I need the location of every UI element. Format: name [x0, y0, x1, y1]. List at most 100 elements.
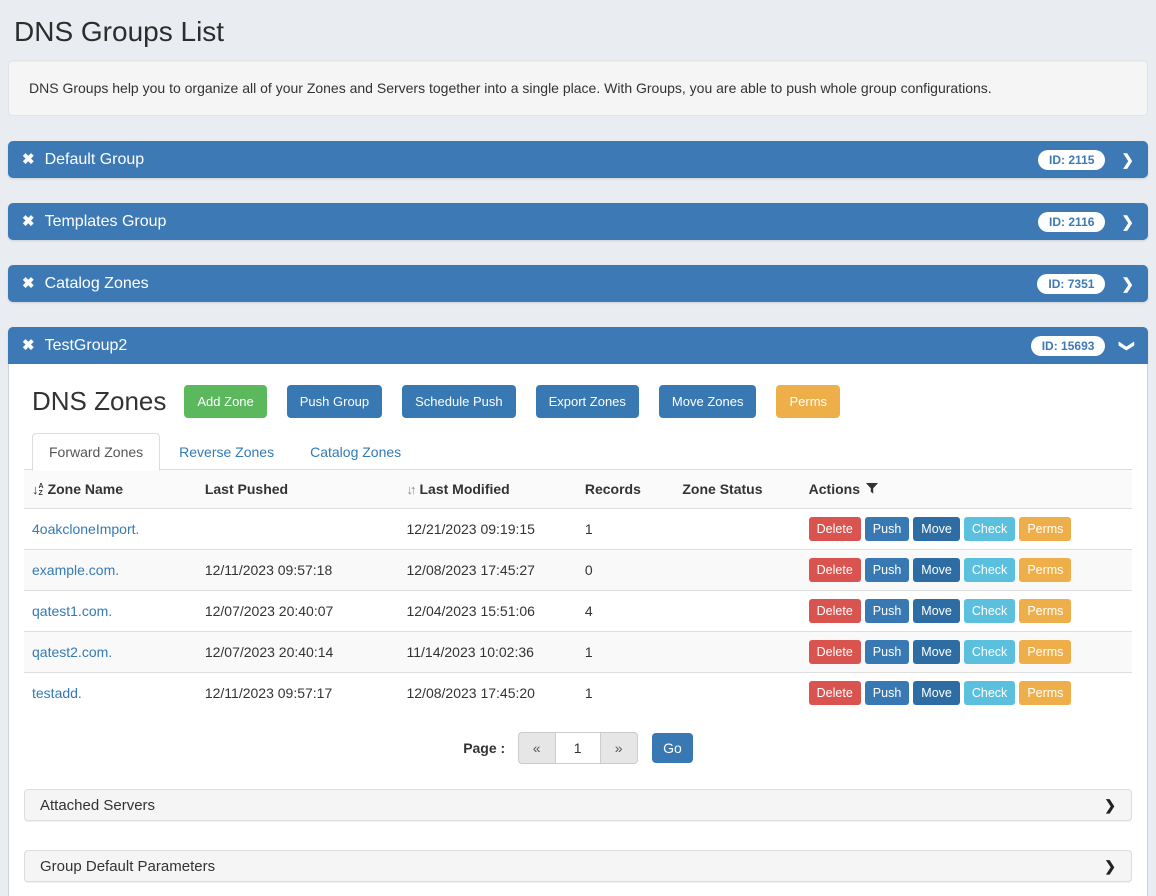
go-button[interactable]: Go [652, 733, 693, 763]
chevron-right-icon[interactable]: ❯ [1121, 151, 1134, 169]
cell-last-modified: 12/04/2023 15:51:06 [398, 590, 577, 632]
action-push-button[interactable]: Push [864, 599, 910, 623]
chevron-down-icon[interactable]: ❯ [1118, 339, 1136, 352]
column-header-actions[interactable]: Actions [800, 470, 1132, 509]
action-check-button[interactable]: Check [963, 558, 1016, 582]
column-header-records: Records [576, 470, 675, 509]
cell-last-modified: 12/08/2023 17:45:27 [398, 549, 577, 591]
action-move-button[interactable]: Move [913, 558, 960, 582]
group-title: Catalog Zones [44, 274, 149, 292]
action-delete-button[interactable]: Delete [808, 640, 861, 664]
action-delete-button[interactable]: Delete [808, 681, 861, 705]
action-delete-button[interactable]: Delete [808, 599, 861, 623]
action-move-button[interactable]: Move [913, 599, 960, 623]
group-header[interactable]: ✖ Default Group ID: 2115 ❯ [8, 141, 1148, 178]
zones-table: ↓ A Z Zone Name Last Pushed ↓↑ Last Modified Re… [24, 470, 1132, 713]
action-push-button[interactable]: Push [864, 517, 910, 541]
action-perms-button[interactable]: Perms [1019, 681, 1072, 705]
action-push-button[interactable]: Push [864, 558, 910, 582]
action-perms-button[interactable]: Perms [1019, 599, 1072, 623]
tab-reverse-zones[interactable]: Reverse Zones [179, 444, 275, 460]
add-zone-button[interactable]: Add Zone [184, 385, 267, 418]
remove-group-icon[interactable]: ✖ [22, 213, 35, 230]
cell-records: 1 [576, 672, 675, 713]
action-push-button[interactable]: Push [864, 681, 910, 705]
pagination: Page : « » Go [24, 732, 1132, 764]
remove-group-icon[interactable]: ✖ [22, 275, 35, 292]
zone-name-link[interactable]: example.com. [32, 562, 120, 578]
column-header-last-modified[interactable]: ↓↑ Last Modified [398, 470, 577, 509]
action-perms-button[interactable]: Perms [1019, 558, 1072, 582]
dns-groups-page: DNS Groups List DNS Groups help you to o… [0, 16, 1156, 896]
group-id-badge: ID: 2115 [1038, 149, 1106, 170]
cell-records: 0 [576, 549, 675, 591]
chevron-right-icon[interactable]: ❯ [1104, 857, 1116, 874]
tab-catalog-zones[interactable]: Catalog Zones [310, 444, 402, 460]
schedule-push-button[interactable]: Schedule Push [402, 385, 516, 418]
move-zones-button[interactable]: Move Zones [658, 385, 757, 418]
cell-actions: Delete Push Move Check Perms [800, 631, 1132, 673]
group-id-badge: ID: 15693 [1030, 335, 1106, 356]
page-description: DNS Groups help you to organize all of y… [8, 60, 1148, 116]
column-header-zone-status: Zone Status [674, 470, 801, 509]
sub-panel-group-default-parameters[interactable]: Group Default Parameters ❯ [24, 850, 1132, 882]
action-perms-button[interactable]: Perms [1019, 517, 1072, 541]
cell-zone-status [674, 509, 800, 550]
group-body: DNS Zones Add Zone Push Group Schedule Pus… [8, 364, 1148, 896]
action-check-button[interactable]: Check [963, 681, 1016, 705]
zone-row: testadd. 12/11/2023 09:57:17 12/08/2023 17… [24, 672, 1132, 713]
remove-group-icon[interactable]: ✖ [22, 337, 35, 354]
column-header-zone-name[interactable]: ↓ A Z Zone Name [24, 470, 197, 509]
sort-alpha-down-icon[interactable]: ↓ A Z [32, 482, 44, 497]
perms-button[interactable]: Perms [776, 385, 841, 418]
page-number-input[interactable] [554, 732, 601, 764]
cell-records: 1 [576, 631, 675, 673]
action-move-button[interactable]: Move [913, 640, 960, 664]
cell-actions: Delete Push Move Check Perms [801, 509, 1132, 550]
push-group-button[interactable]: Push Group [286, 385, 383, 418]
page-button-group: « » [517, 732, 638, 764]
cell-last-modified: 12/21/2023 09:19:15 [406, 521, 535, 537]
cell-last-modified: 12/08/2023 17:45:20 [398, 672, 577, 713]
action-move-button[interactable]: Move [913, 681, 960, 705]
zone-name-link[interactable]: qatest1.com. [32, 603, 113, 619]
zone-row: 4oakcloneImport. 12/21/2023 09:19:15 1 Dele… [24, 509, 1132, 550]
group-header[interactable]: ✖ Templates Group ID: 2116 ❯ [8, 203, 1148, 240]
zone-name-link[interactable]: testadd. [32, 685, 82, 701]
cell-last-modified: 11/14/2023 10:02:36 [398, 631, 577, 673]
action-check-button[interactable]: Check [963, 599, 1016, 623]
table-header-row: ↓ A Z Zone Name Last Pushed ↓↑ Last Modified Re… [24, 470, 1132, 509]
action-push-button[interactable]: Push [864, 640, 910, 664]
group-header[interactable]: ✖ Catalog Zones ID: 7351 ❯ [8, 265, 1148, 302]
zone-name-link[interactable]: 4oakcloneImport. [32, 521, 140, 537]
group-header[interactable]: ✖ TestGroup2 ID: 15693 ❯ [8, 327, 1148, 364]
sort-up-down-icon[interactable]: ↓↑ [406, 482, 416, 497]
cell-zone-name: qatest1.com. [24, 590, 197, 632]
dns-zones-heading: DNS Zones [32, 386, 167, 416]
group-id-badge: ID: 2116 [1038, 211, 1106, 232]
prev-page-button[interactable]: « [517, 732, 555, 764]
action-delete-button[interactable]: Delete [808, 558, 861, 582]
zone-row: qatest2.com. 12/07/2023 20:40:14 11/14/202… [24, 631, 1132, 673]
cell-last-pushed: 12/11/2023 09:57:18 [196, 549, 399, 591]
cell-last-pushed: 12/07/2023 20:40:07 [196, 590, 399, 632]
chevron-right-icon[interactable]: ❯ [1121, 275, 1134, 293]
export-zones-button[interactable]: Export Zones [535, 385, 639, 418]
action-perms-button[interactable]: Perms [1019, 640, 1072, 664]
zone-name-link[interactable]: qatest2.com. [32, 644, 113, 660]
action-check-button[interactable]: Check [963, 517, 1016, 541]
cell-zone-name: testadd. [24, 672, 197, 713]
next-page-button[interactable]: » [600, 732, 638, 764]
chevron-right-icon[interactable]: ❯ [1121, 213, 1134, 231]
action-check-button[interactable]: Check [963, 640, 1016, 664]
filter-icon[interactable] [860, 481, 878, 497]
action-move-button[interactable]: Move [913, 517, 960, 541]
cell-last-pushed [197, 509, 399, 550]
sub-panel-attached-servers[interactable]: Attached Servers ❯ [24, 789, 1132, 821]
action-delete-button[interactable]: Delete [808, 517, 861, 541]
remove-group-icon[interactable]: ✖ [22, 151, 35, 168]
cell-actions: Delete Push Move Check Perms [800, 549, 1132, 591]
tab-forward-zones[interactable]: Forward Zones [32, 433, 161, 471]
chevron-right-icon[interactable]: ❯ [1104, 796, 1116, 813]
group-panel-catalog-zones: ✖ Catalog Zones ID: 7351 ❯ [8, 265, 1148, 302]
